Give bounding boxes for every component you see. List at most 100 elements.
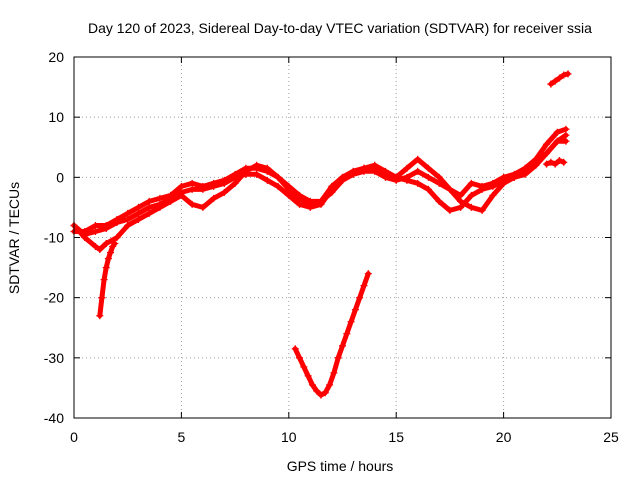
data-point-track-b: [414, 167, 422, 175]
data-point-track-c: [360, 164, 368, 172]
data-point-track-c: [102, 240, 110, 248]
data-point-track-b: [489, 179, 497, 187]
data-point-track-c: [296, 194, 304, 202]
data-point-track-b: [478, 182, 486, 190]
data-point-track-b: [562, 125, 570, 133]
data-point-deep-dip: [296, 354, 304, 362]
data-point-track-a: [274, 182, 282, 190]
data-point-late-high: [564, 70, 572, 78]
data-point-track-c: [210, 194, 218, 202]
data-point-track-a: [285, 191, 293, 199]
data-point-track-b: [500, 173, 508, 181]
data-point-track-b: [220, 176, 228, 184]
x-tick-label: 10: [281, 429, 297, 445]
data-point-track-c: [156, 203, 164, 211]
data-point-track-c: [124, 221, 132, 229]
y-axis-label: SDTVAR / TECUs: [6, 182, 22, 294]
data-point-track-c: [521, 170, 529, 178]
data-point-track-b: [381, 173, 389, 181]
data-point-late-low: [547, 158, 555, 166]
data-point-track-b: [113, 215, 121, 223]
data-point-track-a: [424, 185, 432, 193]
data-point-late-low: [543, 160, 551, 168]
data-point-track-c: [403, 164, 411, 172]
data-point-track-c: [500, 179, 508, 187]
data-point-deep-dip: [347, 318, 355, 326]
x-axis-label: GPS time / hours: [287, 458, 394, 474]
data-point-track-c: [263, 164, 271, 172]
data-point-track-b: [167, 191, 175, 199]
data-point-deep-dip: [300, 363, 308, 371]
data-point-deep-dip: [291, 345, 299, 353]
x-tick-label: 20: [496, 429, 512, 445]
x-tick-label: 25: [603, 429, 619, 445]
data-point-track-c: [553, 137, 561, 145]
data-point-deep-dip: [339, 342, 346, 350]
data-point-track-a: [145, 203, 153, 211]
y-tick-label: 10: [48, 109, 64, 125]
data-point-late-high: [547, 80, 555, 88]
data-point-deep-dip: [364, 270, 372, 278]
data-point-early-drop: [107, 249, 115, 257]
data-point-track-a: [414, 179, 422, 187]
data-point-track-c: [392, 173, 400, 181]
data-point-track-a: [457, 203, 465, 211]
data-layer: [70, 70, 572, 399]
data-point-track-a: [91, 227, 99, 235]
data-point-track-c: [220, 188, 228, 196]
data-point-track-c: [349, 167, 357, 175]
data-point-track-c: [467, 203, 475, 211]
data-point-late-low: [555, 156, 563, 164]
data-point-track-b: [134, 203, 142, 211]
data-point-deep-dip: [360, 282, 368, 290]
data-point-track-c: [274, 173, 282, 181]
data-point-track-c: [532, 161, 540, 169]
data-point-track-b: [124, 209, 132, 217]
data-point-track-c: [489, 191, 497, 199]
data-point-track-c: [457, 197, 465, 205]
data-point-early-drop: [100, 276, 108, 284]
data-point-track-c: [543, 149, 551, 157]
data-point-track-a: [446, 206, 454, 214]
data-point-track-c: [134, 215, 142, 223]
data-point-deep-dip: [313, 387, 321, 395]
data-point-late-low: [560, 158, 568, 166]
data-point-deep-dip: [343, 330, 351, 338]
series-trace-track-c: [71, 138, 569, 252]
data-point-track-c: [510, 173, 518, 181]
data-point-track-b: [553, 128, 561, 136]
data-point-track-b: [543, 140, 551, 148]
y-tick-label: -30: [44, 350, 64, 366]
chart-title: Day 120 of 2023, Sidereal Day-to-day VTE…: [88, 20, 592, 36]
data-point-track-c: [371, 161, 379, 169]
data-point-deep-dip: [330, 369, 338, 377]
y-tick-label: 0: [56, 169, 64, 185]
data-point-deep-dip: [356, 294, 364, 302]
data-point-track-c: [96, 246, 104, 254]
data-point-deep-dip: [351, 306, 359, 314]
data-point-track-c: [562, 137, 570, 145]
data-point-deep-dip: [334, 354, 342, 362]
y-tick-label: -40: [44, 410, 64, 426]
data-point-track-c: [446, 185, 454, 193]
data-point-track-c: [91, 243, 99, 251]
data-point-track-a: [263, 176, 271, 184]
data-point-early-drop: [102, 264, 110, 272]
data-point-track-c: [231, 179, 239, 187]
data-point-track-c: [424, 164, 432, 172]
data-point-track-c: [199, 203, 207, 211]
data-point-late-high: [551, 77, 559, 85]
data-point-track-c: [242, 167, 250, 175]
data-point-early-drop: [98, 294, 106, 302]
data-point-track-b: [91, 221, 99, 229]
data-point-track-b: [145, 197, 153, 205]
data-point-track-a: [124, 215, 132, 223]
data-point-track-c: [414, 155, 422, 163]
data-point-track-c: [285, 185, 293, 193]
data-point-track-b: [371, 167, 379, 175]
data-point-track-b: [521, 164, 529, 172]
data-point-track-c: [381, 167, 389, 175]
data-point-track-b: [188, 179, 196, 187]
series-trace-deep-dip: [292, 271, 371, 398]
data-point-deep-dip: [304, 372, 312, 380]
